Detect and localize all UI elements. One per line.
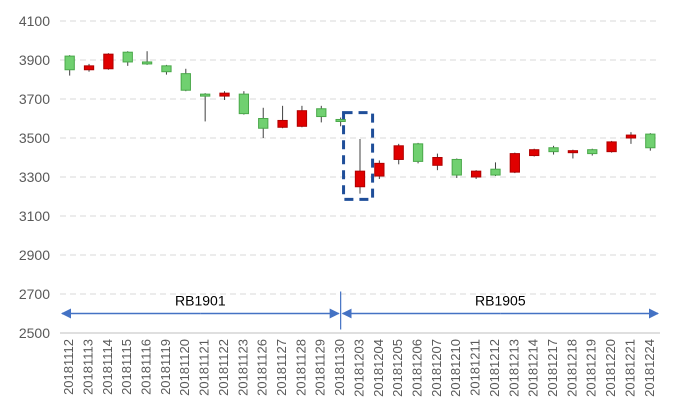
candle-body-up	[258, 118, 269, 129]
candle-body-down	[470, 170, 482, 178]
candle-body-down	[277, 119, 288, 128]
y-tick-label: 3900	[19, 52, 50, 68]
x-tick-label: 20181116	[139, 339, 154, 395]
candle-body-up	[316, 108, 327, 118]
candle-body-up	[587, 149, 598, 155]
candle-body-down	[567, 150, 579, 154]
candle-body-down	[529, 149, 540, 157]
y-tick-label: 4100	[19, 13, 50, 29]
candle-body-up	[238, 93, 250, 115]
x-tick-label: 20181217	[545, 339, 560, 397]
highlight-box	[342, 111, 375, 201]
x-tick-label: 20181212	[487, 339, 502, 397]
contract-label: RB1905	[475, 293, 526, 309]
candle-body-up	[64, 55, 75, 71]
candle-body-down	[296, 110, 308, 127]
contract-label: RB1901	[175, 293, 226, 309]
y-tick-label: 3500	[19, 130, 50, 146]
candle-body-down	[393, 145, 404, 160]
x-tick-label: 20181120	[177, 339, 192, 396]
x-tick-label: 20181128	[293, 339, 308, 396]
candle-body-down	[219, 92, 230, 97]
candle-body-up	[141, 61, 153, 65]
candle-body-up	[451, 158, 462, 176]
x-tick-label: 20181123	[235, 339, 250, 396]
candle-body-down	[103, 53, 114, 70]
x-tick-label: 20181205	[390, 339, 405, 397]
y-tick-label: 3100	[19, 208, 50, 224]
candle-body-up	[161, 65, 172, 73]
candle-body-up	[412, 143, 424, 162]
x-tick-label: 20181213	[506, 339, 521, 397]
x-tick-label: 20181130	[332, 339, 347, 396]
candle-body-down	[83, 65, 95, 71]
candle-body-down	[374, 162, 385, 177]
x-tick-label: 20181119	[158, 339, 173, 395]
x-tick-label: 20181211	[468, 339, 483, 396]
candle-body-up	[180, 73, 191, 91]
x-tick-label: 20181126	[255, 339, 270, 396]
x-tick-label: 20181127	[274, 339, 289, 396]
x-tick-label: 20181219	[584, 339, 599, 397]
candle-body-up	[122, 51, 133, 63]
y-tick-label: 3700	[19, 91, 50, 107]
x-tick-label: 20181218	[564, 339, 579, 397]
y-tick-label: 2500	[19, 325, 50, 341]
x-tick-label: 20181203	[351, 339, 366, 397]
candle-body-down	[625, 134, 637, 139]
candle-body-down	[354, 170, 366, 188]
candles-layer	[64, 51, 656, 194]
x-tick-label: 20181210	[448, 339, 463, 397]
candle-body-up	[645, 133, 656, 149]
x-tick-label: 20181121	[197, 339, 212, 396]
x-tick-label: 20181224	[642, 339, 657, 397]
x-axis-ticks: 20181112 20181113 20181114 20181115 20181116…	[61, 339, 657, 397]
highlight-annotation	[342, 111, 375, 201]
x-tick-label: 20181113	[80, 339, 95, 395]
y-tick-label: 3300	[19, 169, 50, 185]
x-tick-label: 20181129	[313, 339, 328, 396]
x-tick-label: 20181115	[119, 339, 134, 395]
candle-body-up	[548, 147, 559, 153]
candle-body-up	[200, 93, 211, 97]
y-axis-ticks: 2500 2700 2900 3100 3300 3500 3700 3900 4100	[19, 13, 50, 341]
x-tick-label: 20181112	[61, 339, 76, 395]
contract-annotations: RB1901 RB1905	[61, 291, 659, 330]
y-tick-label: 2900	[19, 247, 50, 263]
x-tick-label: 20181122	[216, 339, 231, 396]
x-tick-label: 20181221	[622, 339, 637, 397]
x-tick-label: 20181220	[603, 339, 618, 397]
candle-body-up	[335, 118, 346, 122]
x-tick-label: 20181214	[526, 339, 541, 397]
x-tick-label: 20181206	[410, 339, 425, 397]
x-tick-label: 20181204	[371, 339, 386, 397]
candle-body-down	[432, 157, 443, 166]
x-tick-label: 20181207	[429, 339, 444, 397]
candle-body-down	[509, 153, 520, 173]
y-tick-label: 2700	[19, 286, 50, 302]
candle-body-up	[490, 168, 501, 176]
x-tick-label: 20181114	[100, 339, 115, 395]
candle-body-down	[606, 141, 617, 153]
